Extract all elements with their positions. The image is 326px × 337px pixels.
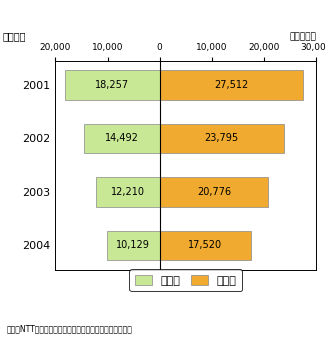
Text: 27,512: 27,512 <box>215 80 249 90</box>
Bar <box>84 124 160 153</box>
Text: 23,795: 23,795 <box>205 133 239 143</box>
Bar <box>160 231 251 260</box>
Bar <box>107 231 160 260</box>
Text: 18,257: 18,257 <box>95 80 129 90</box>
Text: 12,210: 12,210 <box>111 187 145 197</box>
Text: 10,129: 10,129 <box>116 240 150 250</box>
Bar <box>160 124 284 153</box>
Bar <box>65 70 160 100</box>
Text: （年度）: （年度） <box>3 31 26 41</box>
Text: 20,776: 20,776 <box>197 187 231 197</box>
Text: 東・西NTT「電気通信役務通信量等状況報告」により作成: 東・西NTT「電気通信役務通信量等状況報告」により作成 <box>7 325 132 334</box>
Bar <box>96 177 160 207</box>
Legend: 住宅用, 事務用: 住宅用, 事務用 <box>129 269 242 291</box>
Text: 17,520: 17,520 <box>188 240 222 250</box>
Bar <box>160 177 268 207</box>
Bar <box>160 70 303 100</box>
Text: （百万回）: （百万回） <box>289 32 316 41</box>
Text: 14,492: 14,492 <box>105 133 139 143</box>
